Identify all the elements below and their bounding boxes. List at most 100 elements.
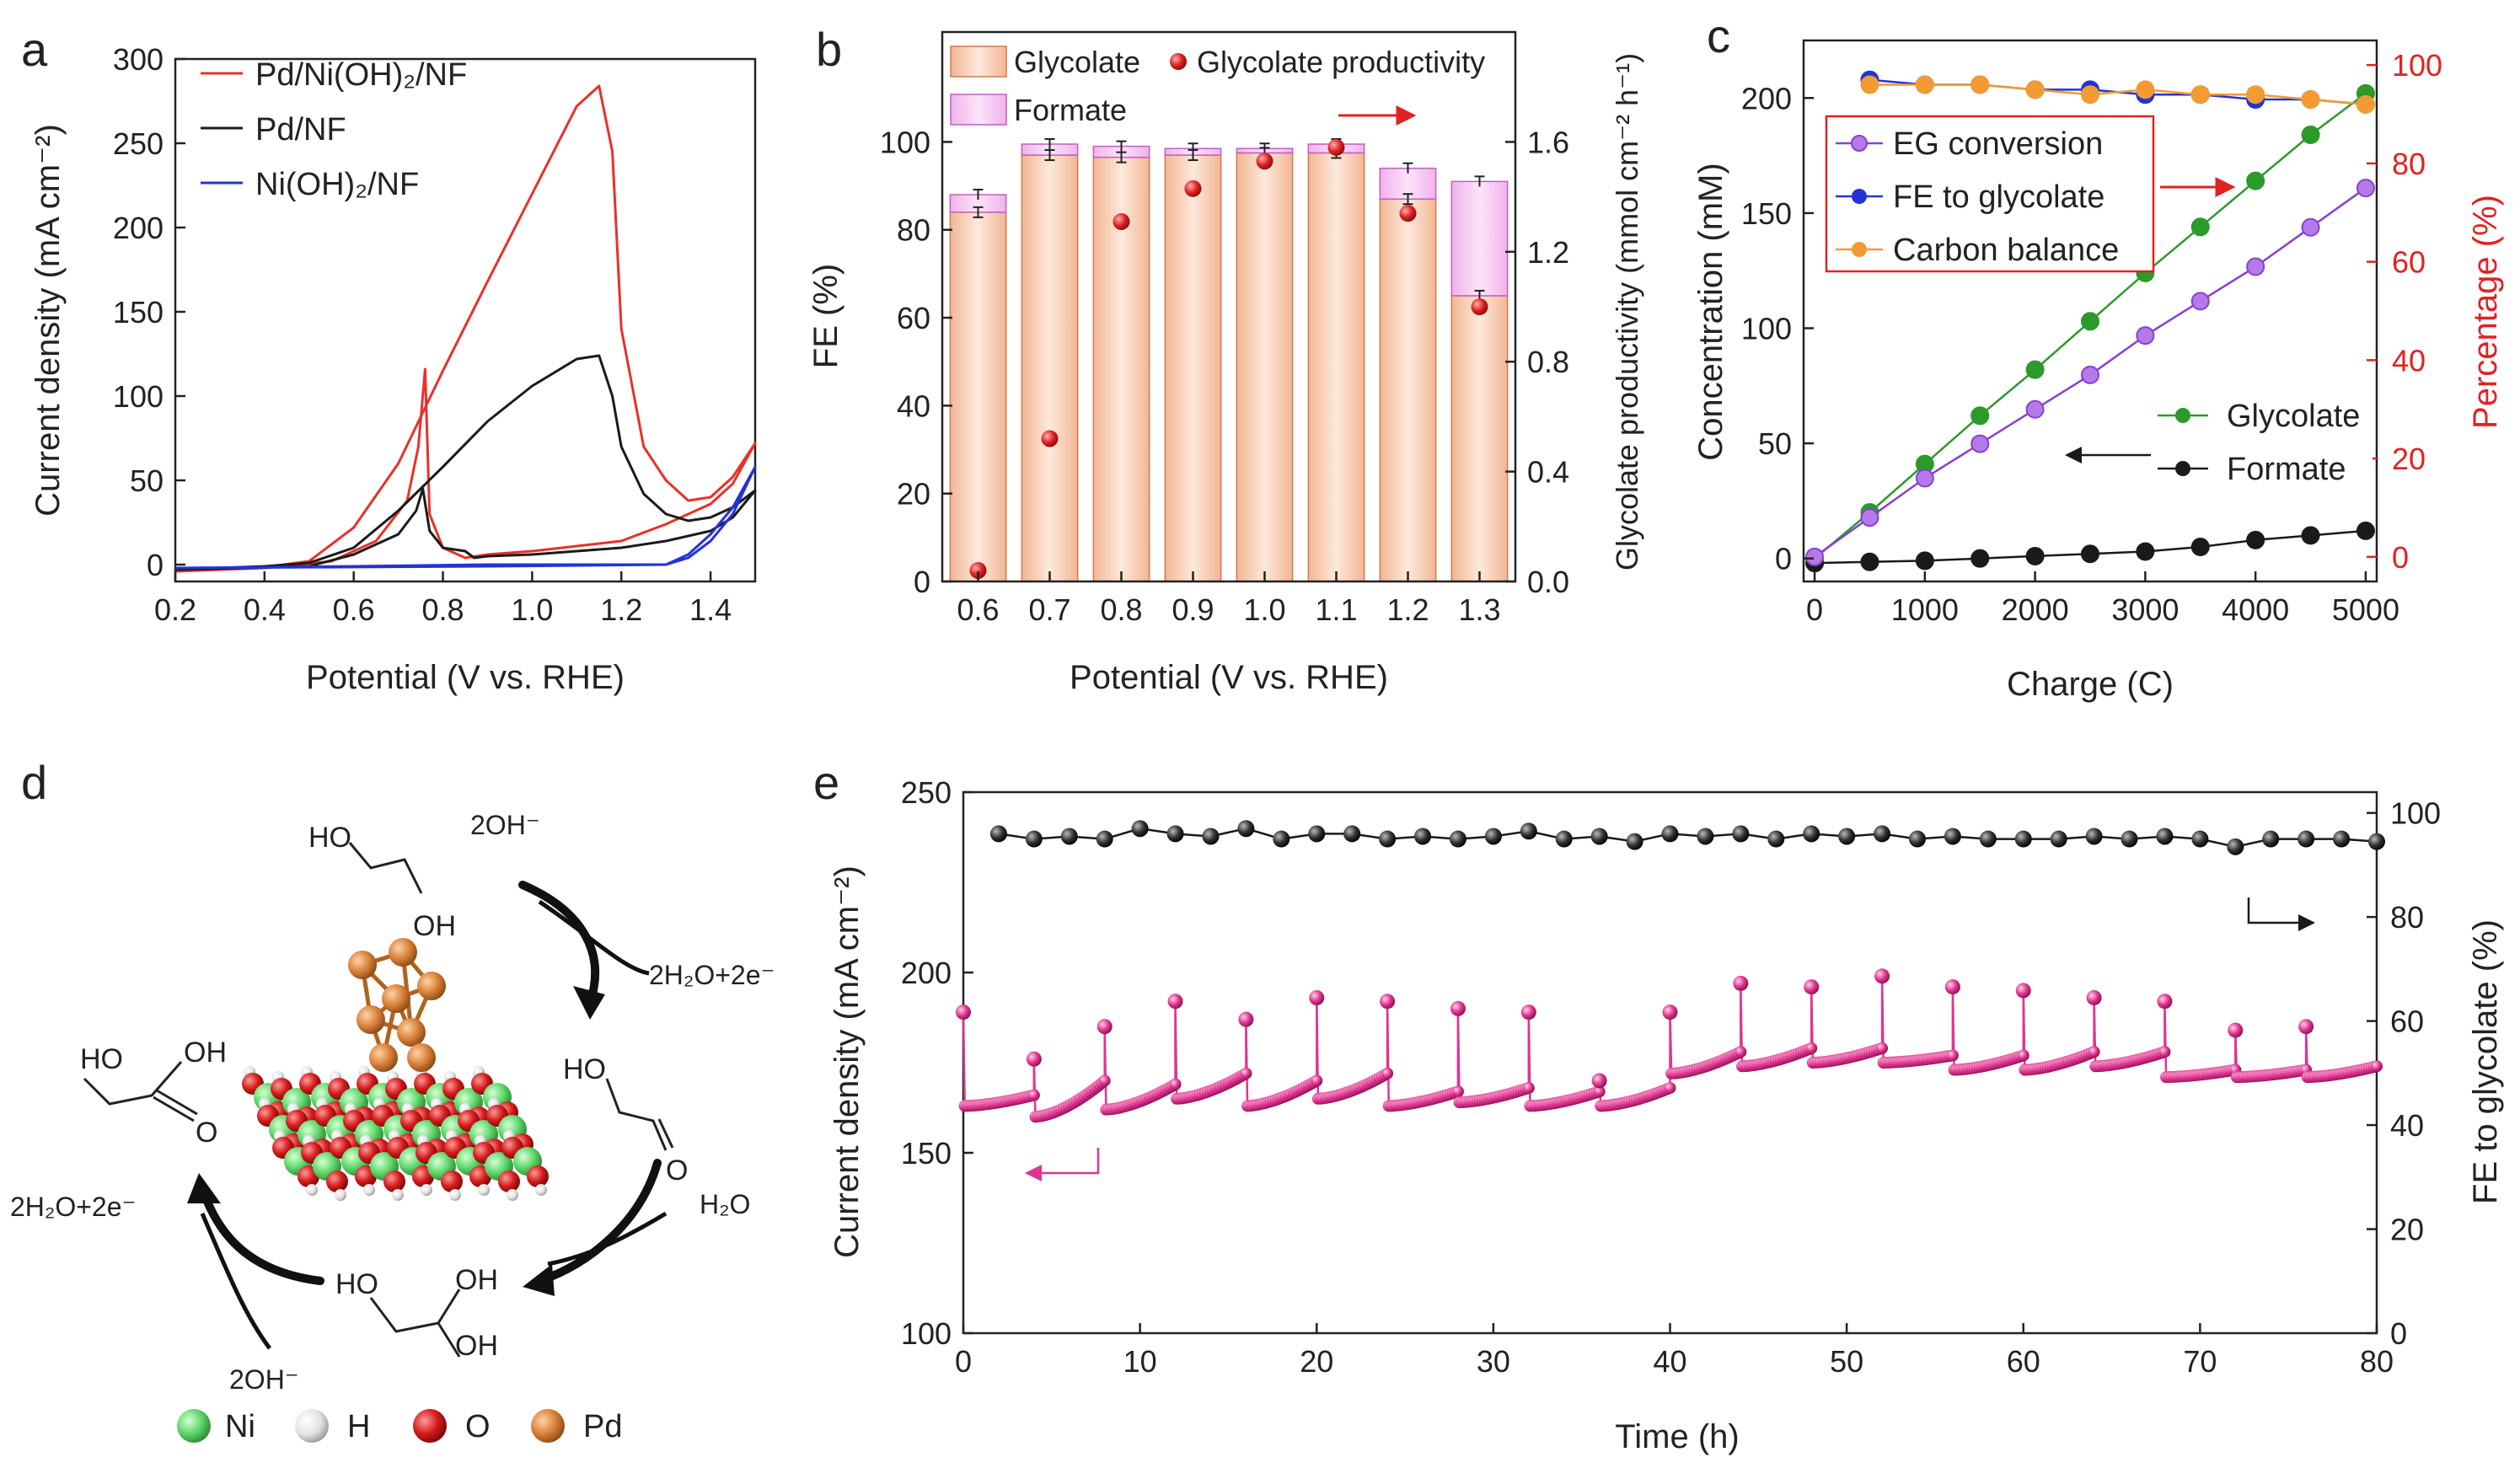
panel-b-xtick-label: 0.7 [1028, 592, 1070, 627]
panel-c-xtick-label: 5000 [2332, 592, 2399, 627]
panel-c-xtick-label: 3000 [2111, 592, 2179, 627]
panel-b-productivity-point [969, 561, 987, 579]
panel-c-point-4 [2136, 80, 2155, 99]
panel-a-series-line-2 [174, 465, 757, 570]
panel-label-d: d [21, 756, 47, 809]
panel-d-schematic: HO OH 2OH⁻ 2H₂O+2e⁻ HO O H₂O HO OH OH 2O… [10, 810, 775, 1444]
panel-e-cycle-peak [1096, 1019, 1113, 1035]
panel-b-y2tick-label: 0.8 [1527, 345, 1569, 379]
atom-o [383, 1171, 405, 1192]
label-oh-4: OH [184, 1037, 227, 1069]
panel-b-ylabel: FE (%) [807, 264, 844, 368]
panel-e-current-point [2017, 1049, 2029, 1062]
atom-h [421, 1184, 432, 1196]
panel-b-bars [949, 138, 1509, 582]
glycolic-acid-bonds [83, 1061, 198, 1122]
panel-e-ylabel: Current density (mA cm⁻²) [828, 865, 866, 1258]
panel-a-series [174, 84, 757, 573]
panel-b-xtick-label: 0.9 [1172, 592, 1214, 627]
atom-pd [357, 1005, 385, 1034]
atom-o [326, 1171, 348, 1192]
atom-pd [369, 1043, 398, 1072]
panel-b-productivity-point [1041, 430, 1059, 447]
panel-e-cycle-peak [1380, 994, 1396, 1010]
panel-c-ytick-label: 50 [1758, 426, 1792, 461]
panel-e-current-point [2158, 1046, 2171, 1058]
cycle-arrowheads [187, 986, 605, 1296]
panel-c-point-1 [2301, 526, 2320, 545]
panel-e-current-point [1664, 1081, 1676, 1094]
label-h2o-2e-left: 2H₂O+2e⁻ [10, 1192, 136, 1222]
panel-a-ytick-label: 0 [147, 548, 164, 582]
panel-e-fe-point [2368, 833, 2385, 850]
panel-e-current-point [1098, 1074, 1111, 1087]
panel-e-current-point [1522, 1081, 1535, 1094]
panel-e-fe-point [1520, 822, 1537, 840]
panel-e-right-axis-arrow [2247, 897, 2315, 931]
panel-b-chart: 0.6 0.7 0.8 0.9 1.0 1.1 1.2 1.3 0 20 40 60 80 100 0.0 0… [807, 30, 1644, 696]
panel-c-xlabel: Charge (C) [2007, 666, 2174, 703]
panel-e-fe-point [1166, 825, 1184, 843]
panel-b-bar-formate [1450, 180, 1509, 297]
panel-e-fe-point [2262, 830, 2280, 848]
panel-e-current-point [1240, 1067, 1252, 1080]
arrowhead-3 [187, 1173, 221, 1203]
panel-c-chart: 0 1000 2000 3000 4000 50000501001502000204060… [1692, 39, 2504, 703]
panel-c-point-1 [1970, 549, 1990, 568]
panel-e-current-point [2088, 1046, 2100, 1058]
panel-e-y2tick-label: 80 [2390, 900, 2424, 935]
panel-b-y2tick-label: 1.2 [1527, 235, 1569, 270]
panel-c-y2tick-label: 100 [2392, 48, 2442, 83]
atom-pd [417, 972, 446, 1000]
panel-a-ytick-label: 150 [113, 295, 164, 329]
panel-e-fe-point [2050, 830, 2067, 848]
panel-c-series-line-4 [1869, 83, 2367, 106]
panel-a-series-line-1 [174, 354, 757, 571]
legend-marker-eg-conversion [1851, 135, 1868, 152]
panel-e-current-point [1311, 1074, 1323, 1087]
panel-a-xtick-label: 1.4 [689, 592, 732, 627]
panel-c-series [1805, 70, 2375, 573]
hydrate-bonds [369, 1289, 461, 1358]
panel-e-ytick-label: 150 [901, 1136, 952, 1171]
panel-e-y2tick-label: 20 [2390, 1213, 2424, 1247]
panel-c-y2tick-label: 80 [2392, 147, 2426, 181]
panel-c-legend-box [1825, 115, 2155, 273]
panel-c-point-2 [2246, 257, 2265, 276]
panel-e-fe-point [1908, 830, 1926, 848]
panel-a-ytick-label: 100 [113, 379, 164, 414]
panel-e-cycle-peak [1026, 1051, 1042, 1067]
panel-b-ytick-label: 60 [897, 301, 930, 335]
panel-e-ytick-label: 200 [901, 956, 952, 990]
legend-label-formate-conc: Formate [2227, 452, 2346, 487]
panel-c-frame [1802, 39, 2378, 583]
molecule-bonds [83, 842, 674, 1358]
panel-c-point-4 [2025, 80, 2045, 99]
panel-e-fe-point [1874, 825, 1891, 843]
panel-c-xtick-label: 1000 [1891, 592, 1959, 627]
panel-e-cycle-peak [956, 1005, 971, 1021]
panel-e-fe-point [1449, 830, 1466, 848]
panel-e-cycle-peak [2298, 1019, 2314, 1035]
panel-e-fe-point [1590, 828, 1608, 845]
panel-c-y2label: Percentage (%) [2467, 195, 2504, 429]
panel-e-left-axis-arrow [1025, 1148, 1100, 1181]
legend-label-fe-glycolate: FE to glycolate [1893, 179, 2104, 215]
panel-b-ticks: 0.6 0.7 0.8 0.9 1.0 1.1 1.2 1.3 0 20 40 60 80 100 0.0 0… [880, 125, 1569, 627]
panel-e-xlabel: Time (h) [1615, 1418, 1739, 1455]
panel-b-ytick-label: 20 [897, 477, 930, 512]
panel-e-fe-point [2085, 828, 2103, 845]
panel-b-productivity-point [1327, 138, 1345, 156]
panel-e-cycle-peak [1804, 979, 1820, 995]
panel-label-e: e [813, 756, 839, 809]
panel-c-point-2 [1970, 434, 1990, 453]
glycolaldehyde-bonds [605, 1078, 674, 1151]
ethylene-glycol-bonds [348, 842, 423, 894]
panel-e-y2tick-label: 40 [2390, 1108, 2424, 1143]
panel-e-xtick-label: 10 [1123, 1344, 1157, 1379]
panel-e-fe-point [1767, 830, 1785, 848]
panel-c-point-0 [2190, 217, 2210, 237]
atom-legend: Ni H O Pd [177, 1409, 622, 1444]
label-ho-3: HO [335, 1268, 378, 1300]
panel-e-cycle-peak [2015, 983, 2031, 999]
